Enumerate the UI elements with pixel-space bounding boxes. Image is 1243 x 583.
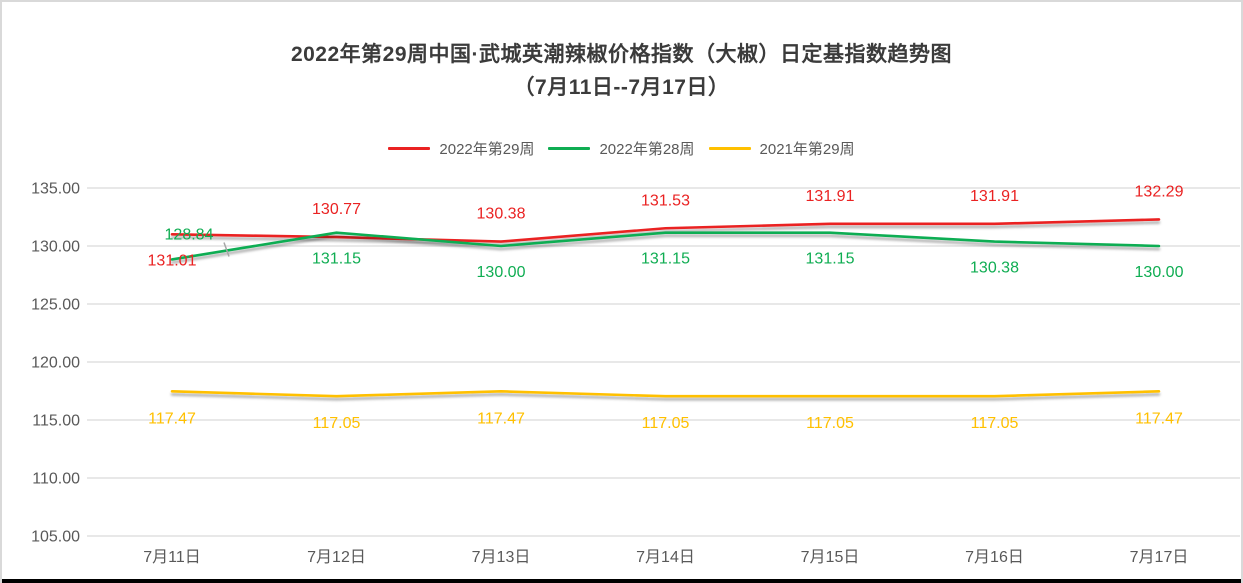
x-tick-label: 7月14日 [636,549,695,566]
legend-item-2: 2021年第29周 [708,138,855,159]
chart-legend: 2022年第29周 2022年第28周 2021年第29周 [2,138,1241,159]
data-label: 117.05 [313,415,361,432]
data-label: 117.05 [642,415,690,432]
data-label: 117.47 [148,410,196,427]
y-tick-label: 125.00 [31,297,80,314]
series-line-2 [170,390,1161,398]
data-label: 117.47 [477,410,525,427]
x-tick-label: 7月11日 [143,549,201,566]
y-tick-label: 105.00 [31,529,80,546]
legend-item-0: 2022年第29周 [388,138,534,159]
data-label: 117.05 [971,415,1019,432]
x-tick-label: 7月13日 [472,549,531,566]
data-label: 131.15 [641,251,690,268]
data-label: 117.05 [806,415,854,432]
y-tick-label: 135.00 [31,181,80,198]
data-label: 117.47 [1135,410,1183,427]
x-tick-label: 7月16日 [965,549,1024,566]
y-tick-label: 120.00 [31,355,80,372]
y-tick-label: 110.00 [32,471,80,488]
x-tick-label: 7月17日 [1130,549,1189,566]
y-tick-label: 130.00 [31,239,80,256]
data-label: 132.29 [1135,183,1184,200]
series-line-0 [170,218,1161,243]
data-label: 130.38 [970,260,1019,277]
legend-item-1: 2022年第28周 [548,138,695,159]
data-label: 131.53 [641,192,690,209]
data-label: 131.15 [806,251,855,268]
legend-swatch-2 [708,147,751,150]
data-label: 130.00 [1135,264,1184,281]
chart-title-line1: 2022年第29周中国·武城英潮辣椒价格指数（大椒）日定基指数趋势图 [290,43,953,66]
legend-swatch-1 [548,147,591,150]
chart-title-line2: （7月11日--7月17日） [513,76,730,99]
y-tick-label: 115.00 [32,413,80,430]
series-line-1 [170,231,1161,261]
legend-label-1: 2022年第28周 [599,141,695,158]
x-tick-label: 7月12日 [307,549,366,566]
data-label: 130.00 [477,264,526,281]
data-label: 131.15 [312,251,361,268]
data-label: 130.38 [477,206,526,223]
x-tick-label: 7月15日 [801,549,860,566]
data-label: 128.84 [165,226,214,243]
data-label: 131.01 [148,252,197,269]
data-label: 131.91 [806,188,855,205]
legend-label-2: 2021年第29周 [759,141,855,158]
data-label: 131.91 [970,188,1019,205]
chart-title: 2022年第29周中国·武城英潮辣椒价格指数（大椒）日定基指数趋势图 （7月11… [2,38,1241,104]
legend-swatch-0 [388,147,431,150]
data-label: 130.77 [312,201,361,218]
bottom-border [2,579,1241,583]
label-leader-line [223,242,230,257]
legend-label-0: 2022年第29周 [439,141,535,158]
